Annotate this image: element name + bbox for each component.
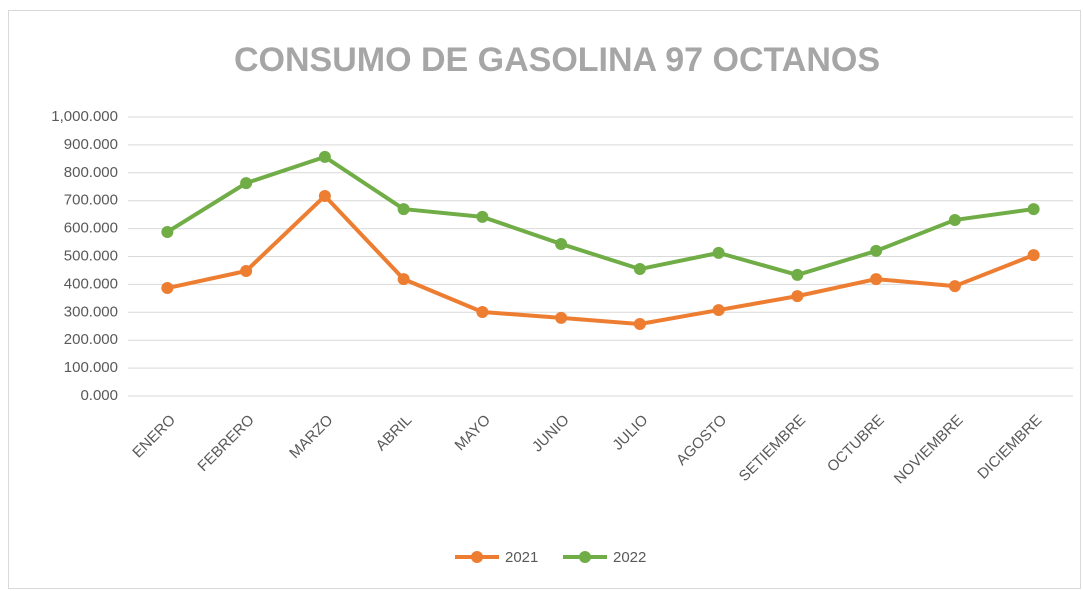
legend-label: 2021 bbox=[505, 549, 538, 566]
point bbox=[948, 280, 961, 293]
point bbox=[240, 177, 253, 190]
y-tick-label: 200.000 bbox=[64, 331, 118, 348]
y-tick-label: 900.000 bbox=[64, 136, 118, 153]
point bbox=[633, 263, 646, 276]
y-tick-label: 700.000 bbox=[64, 192, 118, 209]
legend-label: 2022 bbox=[613, 549, 646, 566]
point bbox=[318, 150, 331, 163]
point bbox=[476, 210, 489, 223]
y-tick-label: 0.000 bbox=[80, 387, 118, 404]
point bbox=[1027, 203, 1040, 216]
y-tick-label: 600.000 bbox=[64, 220, 118, 237]
point bbox=[712, 304, 725, 317]
point bbox=[870, 273, 883, 286]
point bbox=[318, 189, 331, 202]
y-tick-label: 1,000.000 bbox=[51, 108, 118, 125]
legend-marker bbox=[471, 551, 483, 563]
y-tick-label: 400.000 bbox=[64, 275, 118, 292]
point bbox=[948, 213, 961, 226]
point bbox=[870, 244, 883, 257]
series-line bbox=[166, 193, 1035, 327]
point bbox=[555, 237, 568, 250]
point bbox=[555, 311, 568, 324]
point bbox=[633, 318, 646, 331]
point bbox=[712, 246, 725, 259]
y-tick-label: 100.000 bbox=[64, 359, 118, 376]
point bbox=[240, 265, 253, 278]
point bbox=[397, 273, 410, 286]
chart-title: CONSUMO DE GASOLINA 97 OCTANOS bbox=[234, 41, 880, 79]
point bbox=[397, 203, 410, 216]
y-tick-label: 300.000 bbox=[64, 303, 118, 320]
point bbox=[1027, 249, 1040, 262]
legend-marker bbox=[579, 551, 591, 563]
chart-frame bbox=[8, 10, 1081, 589]
y-tick-label: 800.000 bbox=[64, 164, 118, 181]
point bbox=[161, 282, 174, 295]
point bbox=[476, 306, 489, 319]
series-line bbox=[166, 154, 1034, 277]
point bbox=[791, 290, 804, 303]
point bbox=[161, 225, 174, 238]
point bbox=[791, 268, 804, 281]
y-tick-label: 500.000 bbox=[64, 247, 118, 264]
